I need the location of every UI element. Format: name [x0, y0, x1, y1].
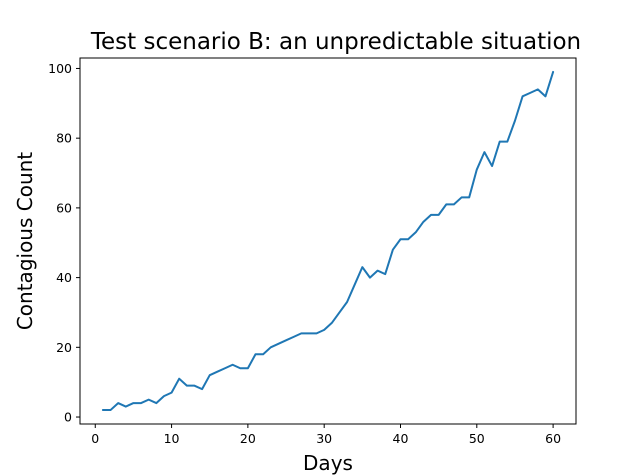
x-axis-ticks: 0 10 20 30 40 50 60 — [91, 424, 561, 446]
x-tick-label: 10 — [164, 431, 180, 446]
x-tick-label: 20 — [240, 431, 256, 446]
x-tick-label: 30 — [316, 431, 332, 446]
chart-title: Test scenario B: an unpredictable situat… — [90, 29, 581, 55]
y-tick-label: 20 — [56, 340, 72, 355]
x-tick-label: 60 — [545, 431, 561, 446]
y-axis-ticks: 0 20 40 60 80 100 — [48, 61, 80, 425]
x-tick-label: 40 — [393, 431, 409, 446]
x-tick-label: 50 — [469, 431, 485, 446]
series-layer — [101, 70, 555, 412]
y-tick-label: 60 — [56, 200, 72, 215]
plot-frame — [79, 57, 577, 425]
y-tick-label: 80 — [56, 131, 72, 146]
series-line-0 — [101, 70, 555, 412]
x-tick-label: 0 — [91, 431, 99, 446]
y-tick-label: 0 — [64, 410, 72, 425]
x-axis-label: Days — [303, 451, 353, 475]
y-axis-label: Contagious Count — [13, 152, 37, 330]
y-tick-label: 100 — [48, 61, 72, 76]
y-tick-label: 40 — [56, 270, 72, 285]
